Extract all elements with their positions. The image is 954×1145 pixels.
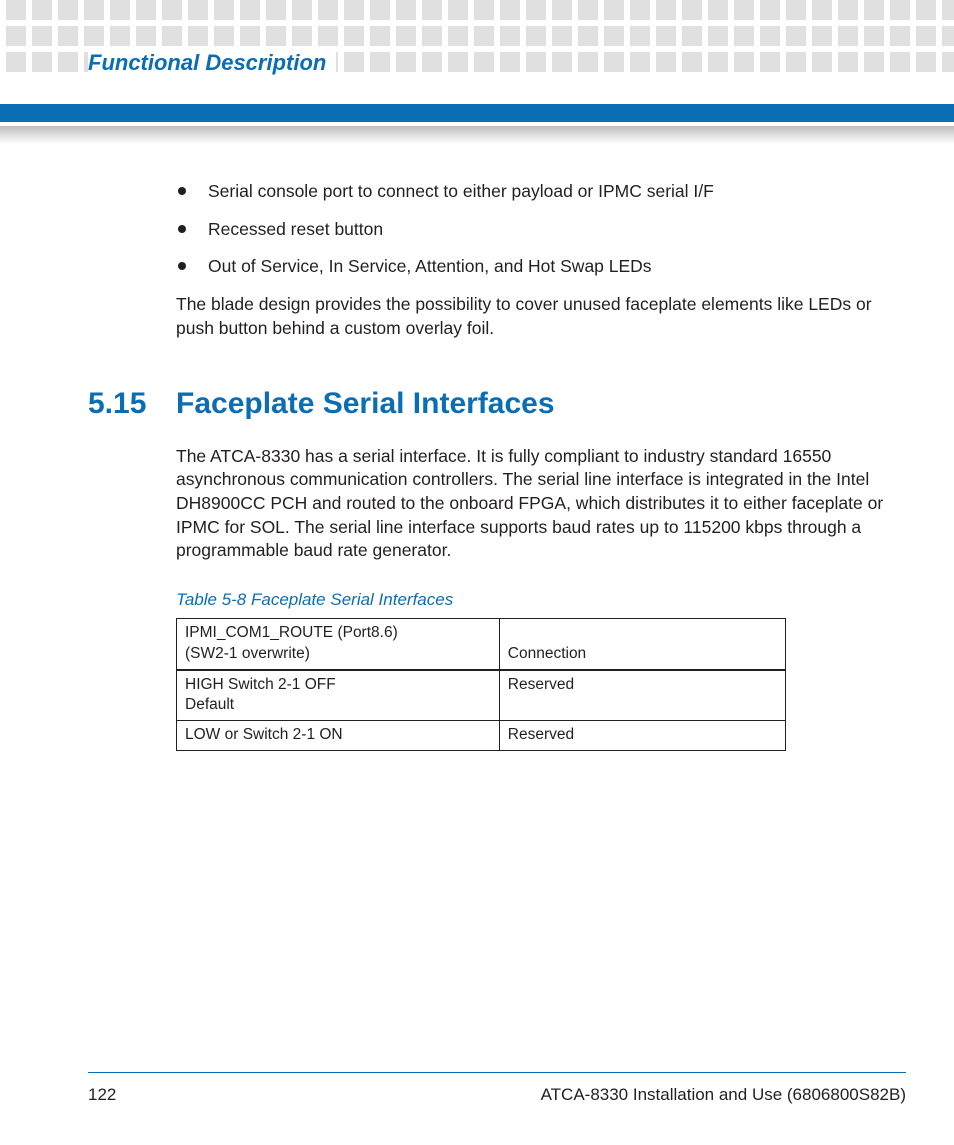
cell-line: Connection bbox=[508, 645, 586, 662]
doc-title-footer: ATCA-8330 Installation and Use (6806800S… bbox=[541, 1085, 906, 1105]
faceplate-serial-table: IPMI_COM1_ROUTE (Port8.6) (SW2-1 overwri… bbox=[176, 618, 786, 752]
cell-line: Reserved bbox=[508, 726, 574, 743]
section-heading: 5.15 Faceplate Serial Interfaces bbox=[88, 384, 896, 425]
header-blue-bar bbox=[0, 104, 954, 122]
table-row: HIGH Switch 2-1 OFF Default Reserved bbox=[177, 670, 786, 721]
page-footer: 122 ATCA-8330 Installation and Use (6806… bbox=[88, 1085, 906, 1105]
cell-line: IPMI_COM1_ROUTE (Port8.6) bbox=[185, 624, 398, 641]
bullet-text: Serial console port to connect to either… bbox=[208, 181, 714, 201]
header-grey-gradient bbox=[0, 126, 954, 144]
footer-rule bbox=[88, 1072, 906, 1073]
table-row: LOW or Switch 2-1 ON Reserved bbox=[177, 721, 786, 751]
table-header-row: IPMI_COM1_ROUTE (Port8.6) (SW2-1 overwri… bbox=[177, 618, 786, 669]
page-content: Serial console port to connect to either… bbox=[176, 180, 896, 751]
table-cell: LOW or Switch 2-1 ON bbox=[177, 721, 500, 751]
bullet-text: Recessed reset button bbox=[208, 219, 383, 239]
bullet-list: Serial console port to connect to either… bbox=[176, 180, 896, 279]
cell-line: LOW or Switch 2-1 ON bbox=[185, 726, 343, 743]
list-item: Recessed reset button bbox=[176, 218, 896, 242]
table-header-cell: IPMI_COM1_ROUTE (Port8.6) (SW2-1 overwri… bbox=[177, 618, 500, 669]
section-number: 5.15 bbox=[88, 384, 176, 425]
table-header-cell: Connection bbox=[499, 618, 785, 669]
cell-line: Reserved bbox=[508, 676, 574, 693]
section-title: Faceplate Serial Interfaces bbox=[176, 384, 555, 425]
running-header-title: Functional Description bbox=[88, 50, 336, 76]
cell-line: Default bbox=[185, 696, 234, 713]
bullet-text: Out of Service, In Service, Attention, a… bbox=[208, 256, 652, 276]
header-dot-pattern bbox=[0, 0, 954, 90]
section-body: The ATCA-8330 has a serial interface. It… bbox=[176, 445, 896, 563]
table-caption: Table 5-8 Faceplate Serial Interfaces bbox=[176, 589, 896, 612]
table-cell: Reserved bbox=[499, 670, 785, 721]
table-cell: HIGH Switch 2-1 OFF Default bbox=[177, 670, 500, 721]
list-item: Out of Service, In Service, Attention, a… bbox=[176, 255, 896, 279]
page-number: 122 bbox=[88, 1085, 116, 1105]
cell-line: (SW2-1 overwrite) bbox=[185, 645, 310, 662]
table-cell: Reserved bbox=[499, 721, 785, 751]
paragraph: The blade design provides the possibilit… bbox=[176, 293, 896, 340]
cell-line: HIGH Switch 2-1 OFF bbox=[185, 676, 336, 693]
list-item: Serial console port to connect to either… bbox=[176, 180, 896, 204]
